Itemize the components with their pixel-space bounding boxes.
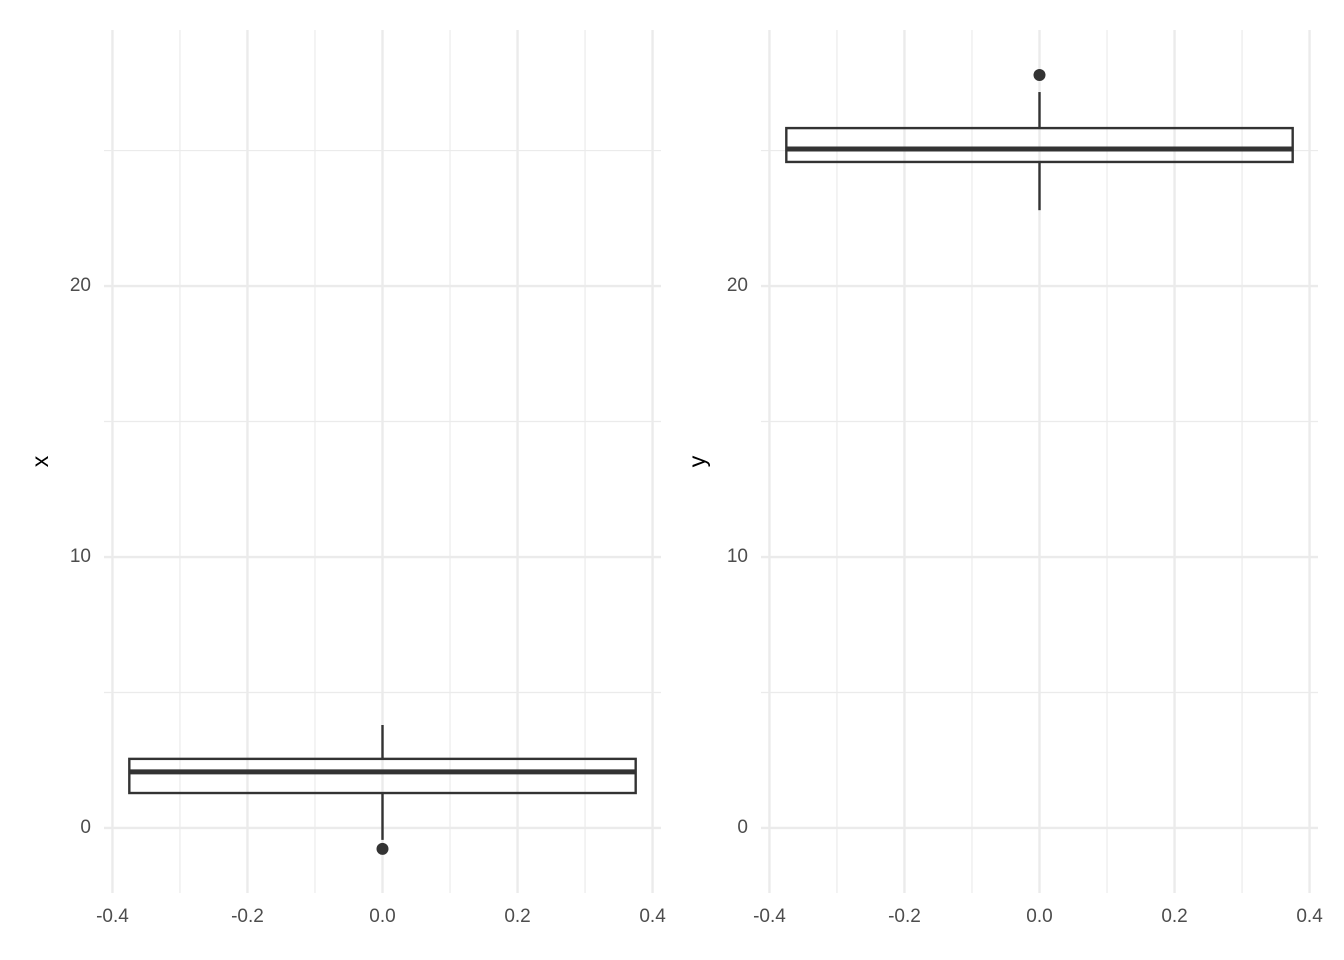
box: [785, 126, 1294, 164]
y-axis-title: x: [27, 455, 53, 467]
x-tick-label: 0.4: [639, 906, 666, 927]
x-tick-label: 0.4: [1296, 906, 1323, 927]
outlier: [376, 842, 389, 855]
x-tick-label: -0.2: [231, 906, 264, 927]
x-tick-label: 0.2: [504, 906, 530, 927]
box: [128, 757, 637, 795]
x-tick-label: -0.2: [888, 906, 921, 927]
outlier: [1033, 68, 1046, 81]
x-tick-label: 0.0: [369, 906, 395, 927]
y-axis-title: y: [684, 455, 710, 467]
y-tick-label: 10: [727, 546, 748, 567]
x-tick-label: 0.2: [1161, 906, 1187, 927]
y-tick-label: 20: [70, 275, 91, 296]
y-tick-label: 20: [727, 275, 748, 296]
y-tick-label: 0: [737, 817, 748, 838]
x-tick-label: 0.0: [1026, 906, 1052, 927]
x-tick-label: -0.4: [753, 906, 786, 927]
x-tick-label: -0.4: [96, 906, 129, 927]
y-tick-label: 0: [80, 817, 91, 838]
y-tick-label: 10: [70, 546, 91, 567]
